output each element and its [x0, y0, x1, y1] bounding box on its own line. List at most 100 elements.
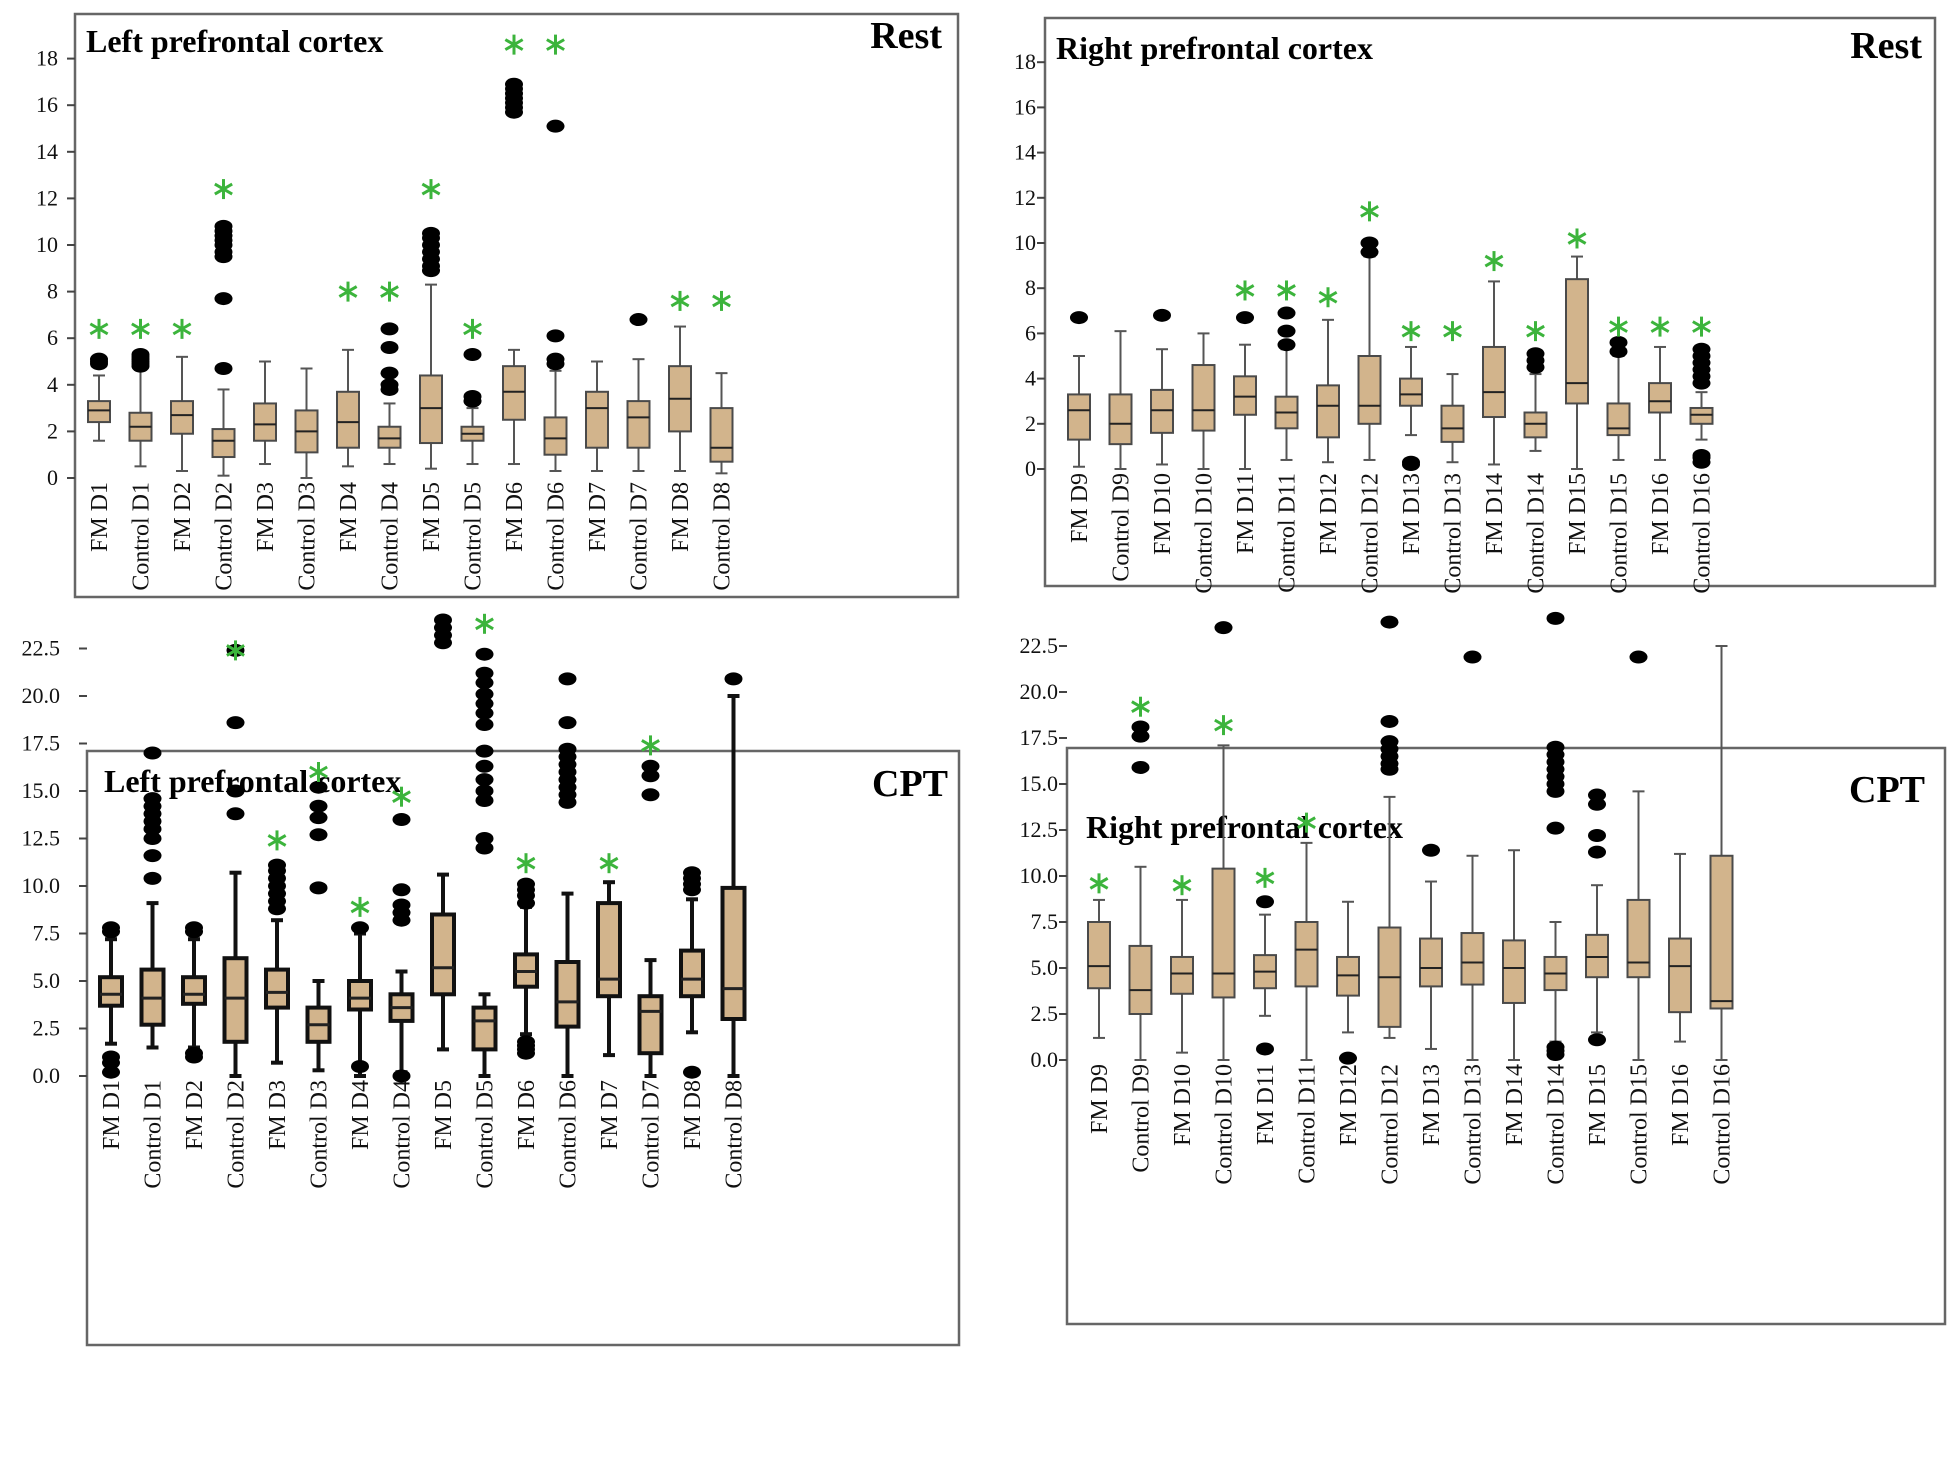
panel-title: Left prefrontal cortex [86, 23, 383, 59]
box [1170, 955, 1194, 995]
outlier-point [392, 883, 411, 897]
x-tick-label: FM D8 [680, 1080, 706, 1150]
y-tick-label: 12.5 [22, 826, 61, 851]
x-tick-label: FM D7 [585, 482, 611, 552]
outlier-point [517, 877, 535, 891]
outlier-point [226, 807, 245, 821]
significance-star-ray [338, 285, 358, 298]
box [1440, 404, 1465, 443]
outlier-point [475, 744, 494, 758]
outlier-point [143, 832, 162, 845]
x-tick-label: FM D7 [597, 1080, 623, 1150]
significance-star [338, 281, 358, 302]
x-tick-label: Control D10 [1212, 1064, 1238, 1185]
box [181, 975, 207, 1006]
y-tick-label: 18 [1014, 49, 1036, 74]
x-tick-label: FM D15 [1565, 473, 1591, 555]
box [1565, 278, 1589, 405]
outlier-point [1588, 829, 1606, 843]
outlier-point [1153, 308, 1171, 322]
significance-star [599, 853, 619, 874]
x-tick-label: FM D4 [348, 1080, 374, 1150]
x-tick-label: Control D15 [1627, 1064, 1653, 1185]
x-tick-label: FM D1 [87, 482, 113, 552]
significance-star [1360, 201, 1379, 222]
outlier-point [475, 697, 494, 711]
y-tick-label: 22.5 [22, 636, 61, 661]
outlier-point [517, 1035, 535, 1049]
significance-star [226, 640, 245, 661]
significance-star [172, 318, 192, 339]
outlier-point [1588, 788, 1606, 802]
box [1648, 382, 1672, 414]
outlier-point [131, 348, 150, 362]
y-tick-label: 6 [47, 325, 58, 350]
x-tick-label: Control D7 [639, 1080, 665, 1189]
outlier-point [505, 77, 523, 91]
y-tick-label: 16 [36, 92, 58, 117]
y-tick-label: 0 [47, 465, 58, 490]
outlier-point [1070, 311, 1088, 325]
outlier-point [1526, 347, 1545, 361]
box [1087, 921, 1111, 990]
outlier-point [475, 647, 494, 661]
significance-star-ray [1692, 320, 1711, 333]
outlier-point [475, 773, 494, 787]
significance-star [712, 290, 731, 311]
x-tick-label: FM D15 [1585, 1064, 1611, 1146]
outlier-point [1131, 720, 1150, 734]
x-tick-label: Control D6 [544, 482, 570, 591]
x-tick-label: FM D2 [182, 1080, 208, 1150]
outlier-point [1629, 650, 1648, 664]
y-tick-label: 16 [1014, 94, 1036, 119]
significance-star-ray [641, 739, 660, 752]
outlier-point [185, 921, 203, 935]
outlier-point [1380, 615, 1399, 629]
box [222, 956, 249, 1044]
outlier-point [1546, 821, 1565, 835]
outlier-point [1131, 760, 1150, 774]
outlier-point [1422, 843, 1440, 857]
x-tick-label: FM D9 [1087, 1064, 1113, 1134]
outlier-point [143, 871, 162, 885]
box [1067, 393, 1091, 441]
significance-star [463, 318, 482, 339]
box [1357, 355, 1382, 425]
outlier-point [475, 666, 494, 680]
box [1502, 939, 1526, 1004]
outlier-point [475, 794, 494, 807]
outlier-point [214, 292, 233, 306]
significance-star [1089, 873, 1109, 894]
significance-star-ray [1360, 205, 1379, 218]
outlier-point [422, 226, 440, 240]
outlier-point [351, 1060, 369, 1073]
significance-star-ray [421, 182, 441, 196]
outlier-point [1380, 735, 1399, 749]
y-tick-label: 22.5 [1020, 633, 1059, 658]
y-tick-label: 17.5 [22, 731, 61, 756]
box [626, 400, 651, 449]
panel-title: Right prefrontal cortex [1086, 809, 1403, 845]
y-tick-label: 15.0 [1020, 771, 1059, 796]
significance-star [1401, 321, 1421, 342]
x-tick-label: Control D1 [141, 1080, 167, 1189]
x-tick-label: FM D6 [514, 1080, 540, 1150]
significance-star-ray [1131, 700, 1150, 714]
significance-star [1692, 316, 1711, 337]
x-tick-label: FM D8 [668, 482, 694, 552]
x-tick-label: Control D8 [710, 482, 736, 591]
outlier-point [475, 706, 494, 720]
significance-star-ray [1235, 284, 1255, 297]
outlier-point [392, 813, 411, 826]
outlier-point [683, 1065, 701, 1079]
plot-frame [1043, 16, 1937, 588]
significance-star-ray [516, 856, 536, 870]
outlier-point [475, 832, 494, 845]
outlier-point [143, 849, 162, 863]
significance-star [1214, 715, 1233, 736]
box [1482, 345, 1506, 419]
significance-star-ray [599, 856, 619, 870]
significance-star [504, 34, 524, 55]
significance-star-ray [1526, 324, 1545, 338]
significance-star-ray [1650, 320, 1670, 333]
